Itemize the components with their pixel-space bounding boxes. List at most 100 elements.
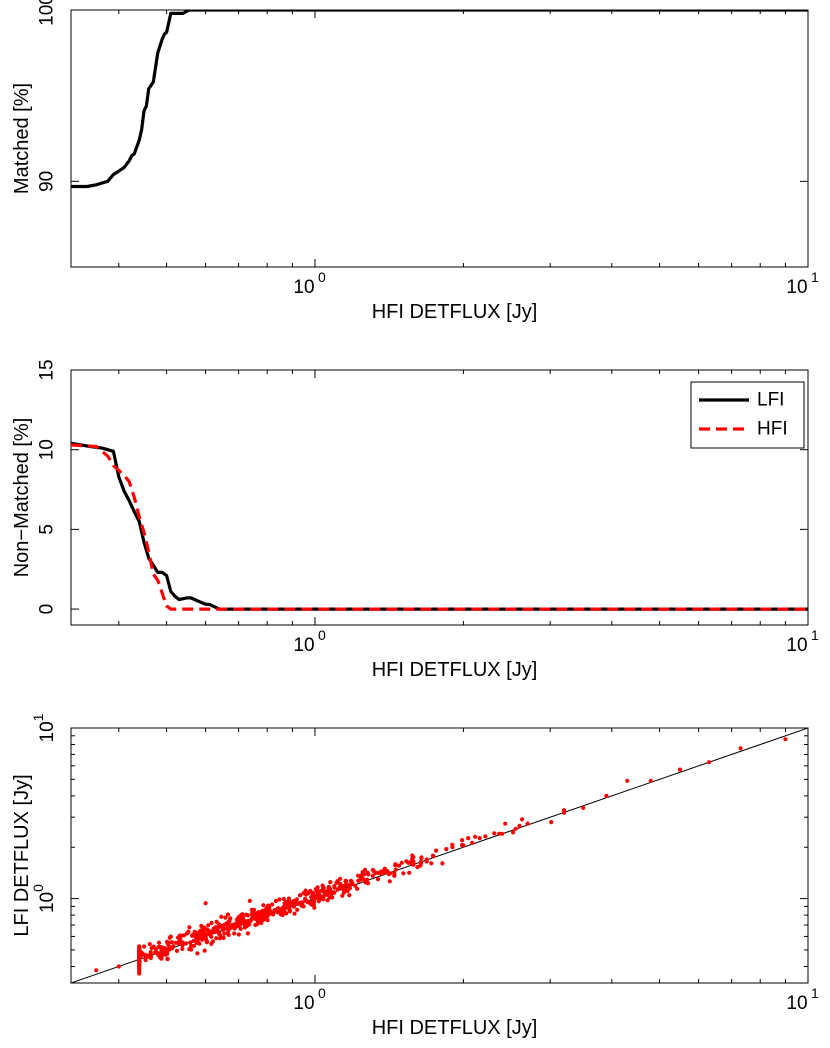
scatter-point xyxy=(343,887,348,893)
scatter-point xyxy=(300,903,305,908)
scatter-point xyxy=(424,857,429,862)
scatter-point xyxy=(284,911,289,916)
axes-frame xyxy=(70,369,809,626)
scatter-point xyxy=(137,963,142,968)
scatter-point xyxy=(419,855,424,860)
scatter-point xyxy=(188,940,193,945)
scatter-point xyxy=(311,896,316,901)
scatter-point xyxy=(359,873,364,878)
scatter-point xyxy=(407,870,412,875)
scatter-point xyxy=(235,916,240,921)
y-axis-label: Non−Matched [%] xyxy=(11,418,33,578)
plot-area xyxy=(71,728,808,983)
scatter-point xyxy=(264,910,269,915)
scatter-point xyxy=(483,834,488,839)
scatter-point xyxy=(360,876,366,881)
scatter-point xyxy=(245,931,251,936)
scatter-point xyxy=(297,893,303,898)
x-tick-exponent: 1 xyxy=(811,269,819,285)
y-tick-label: 100 xyxy=(30,884,58,913)
x-axis-label: HFI DETFLUX [Jy] xyxy=(372,1017,538,1039)
scatter-point xyxy=(320,883,325,888)
scatter-point xyxy=(272,907,277,913)
scatter-point xyxy=(329,891,334,897)
scatter-point xyxy=(214,919,219,925)
scatter-point xyxy=(370,873,375,878)
scatter-point xyxy=(184,941,189,946)
scatter-point xyxy=(170,945,175,950)
scatter-point xyxy=(348,878,354,884)
scatter-point xyxy=(365,870,370,876)
scatter-point xyxy=(165,956,170,962)
scatter-point xyxy=(517,823,522,829)
scatter-point xyxy=(159,956,164,961)
scatter-point xyxy=(256,914,261,919)
scatter-point xyxy=(379,869,384,874)
scatter-point xyxy=(137,955,142,960)
scatter-point xyxy=(142,944,147,949)
scatter-point xyxy=(179,940,184,945)
scatter-point xyxy=(137,971,142,976)
scatter-point xyxy=(226,932,231,938)
legend-box xyxy=(690,381,805,449)
scatter-point xyxy=(409,862,414,867)
scatter-point xyxy=(510,830,516,835)
scatter-point xyxy=(461,843,466,848)
y-tick-label: 0 xyxy=(37,604,58,615)
scatter-point xyxy=(473,834,478,839)
x-tick-exponent: 0 xyxy=(318,269,326,285)
scatter-point xyxy=(153,950,158,955)
scatter-point xyxy=(195,933,200,938)
scatter-point xyxy=(232,926,237,931)
scatter-point xyxy=(268,911,273,916)
x-tick-exponent: 1 xyxy=(811,627,819,643)
scatter-point xyxy=(444,847,449,852)
scatter-point xyxy=(180,946,185,952)
scatter-point xyxy=(250,910,255,916)
scatter-point xyxy=(429,861,434,866)
scatter-point xyxy=(94,968,99,973)
scatter-point xyxy=(137,959,142,964)
scatter-point xyxy=(247,898,252,904)
scatter-point xyxy=(396,863,402,868)
scatter-point xyxy=(242,918,247,923)
scatter-point xyxy=(159,948,164,953)
scatter-point xyxy=(187,947,192,952)
scatter-point xyxy=(116,964,121,969)
scatter-point xyxy=(314,895,319,900)
scatter-point xyxy=(372,869,377,874)
scatter-point xyxy=(174,948,180,954)
scatter-point xyxy=(347,886,352,891)
scatter-point xyxy=(282,901,287,906)
x-tick-label: 10 xyxy=(786,277,807,298)
scatter-point xyxy=(332,884,337,889)
scatter-point xyxy=(235,924,240,929)
scatter-point xyxy=(382,866,387,871)
scatter-point xyxy=(648,778,653,783)
scatter-point xyxy=(477,836,482,841)
scatter-point xyxy=(232,931,237,936)
scatter-point xyxy=(189,943,194,948)
scatter-point xyxy=(261,903,266,908)
scatter-point xyxy=(513,826,518,831)
scatter-point xyxy=(393,867,398,872)
scatter-point xyxy=(222,931,227,936)
scatter-point xyxy=(209,920,214,926)
x-axis-label: HFI DETFLUX [Jy] xyxy=(372,301,538,323)
scatter-point xyxy=(137,946,142,952)
scatter-point xyxy=(202,948,207,953)
scatter-point xyxy=(287,907,292,913)
y-tick-label: 10 xyxy=(37,439,58,460)
scatter-point xyxy=(191,938,196,943)
scatter-point xyxy=(330,895,335,900)
scatter-point xyxy=(166,940,171,945)
scatter-point xyxy=(392,873,397,878)
scatter-point xyxy=(293,900,298,905)
scatter-point xyxy=(308,888,313,894)
scatter-point xyxy=(206,923,211,928)
scatter-point xyxy=(328,880,333,885)
plot-area xyxy=(71,441,808,611)
y-tick-label: 15 xyxy=(37,359,58,380)
scatter-point xyxy=(156,953,161,958)
scatter-point xyxy=(270,902,275,907)
